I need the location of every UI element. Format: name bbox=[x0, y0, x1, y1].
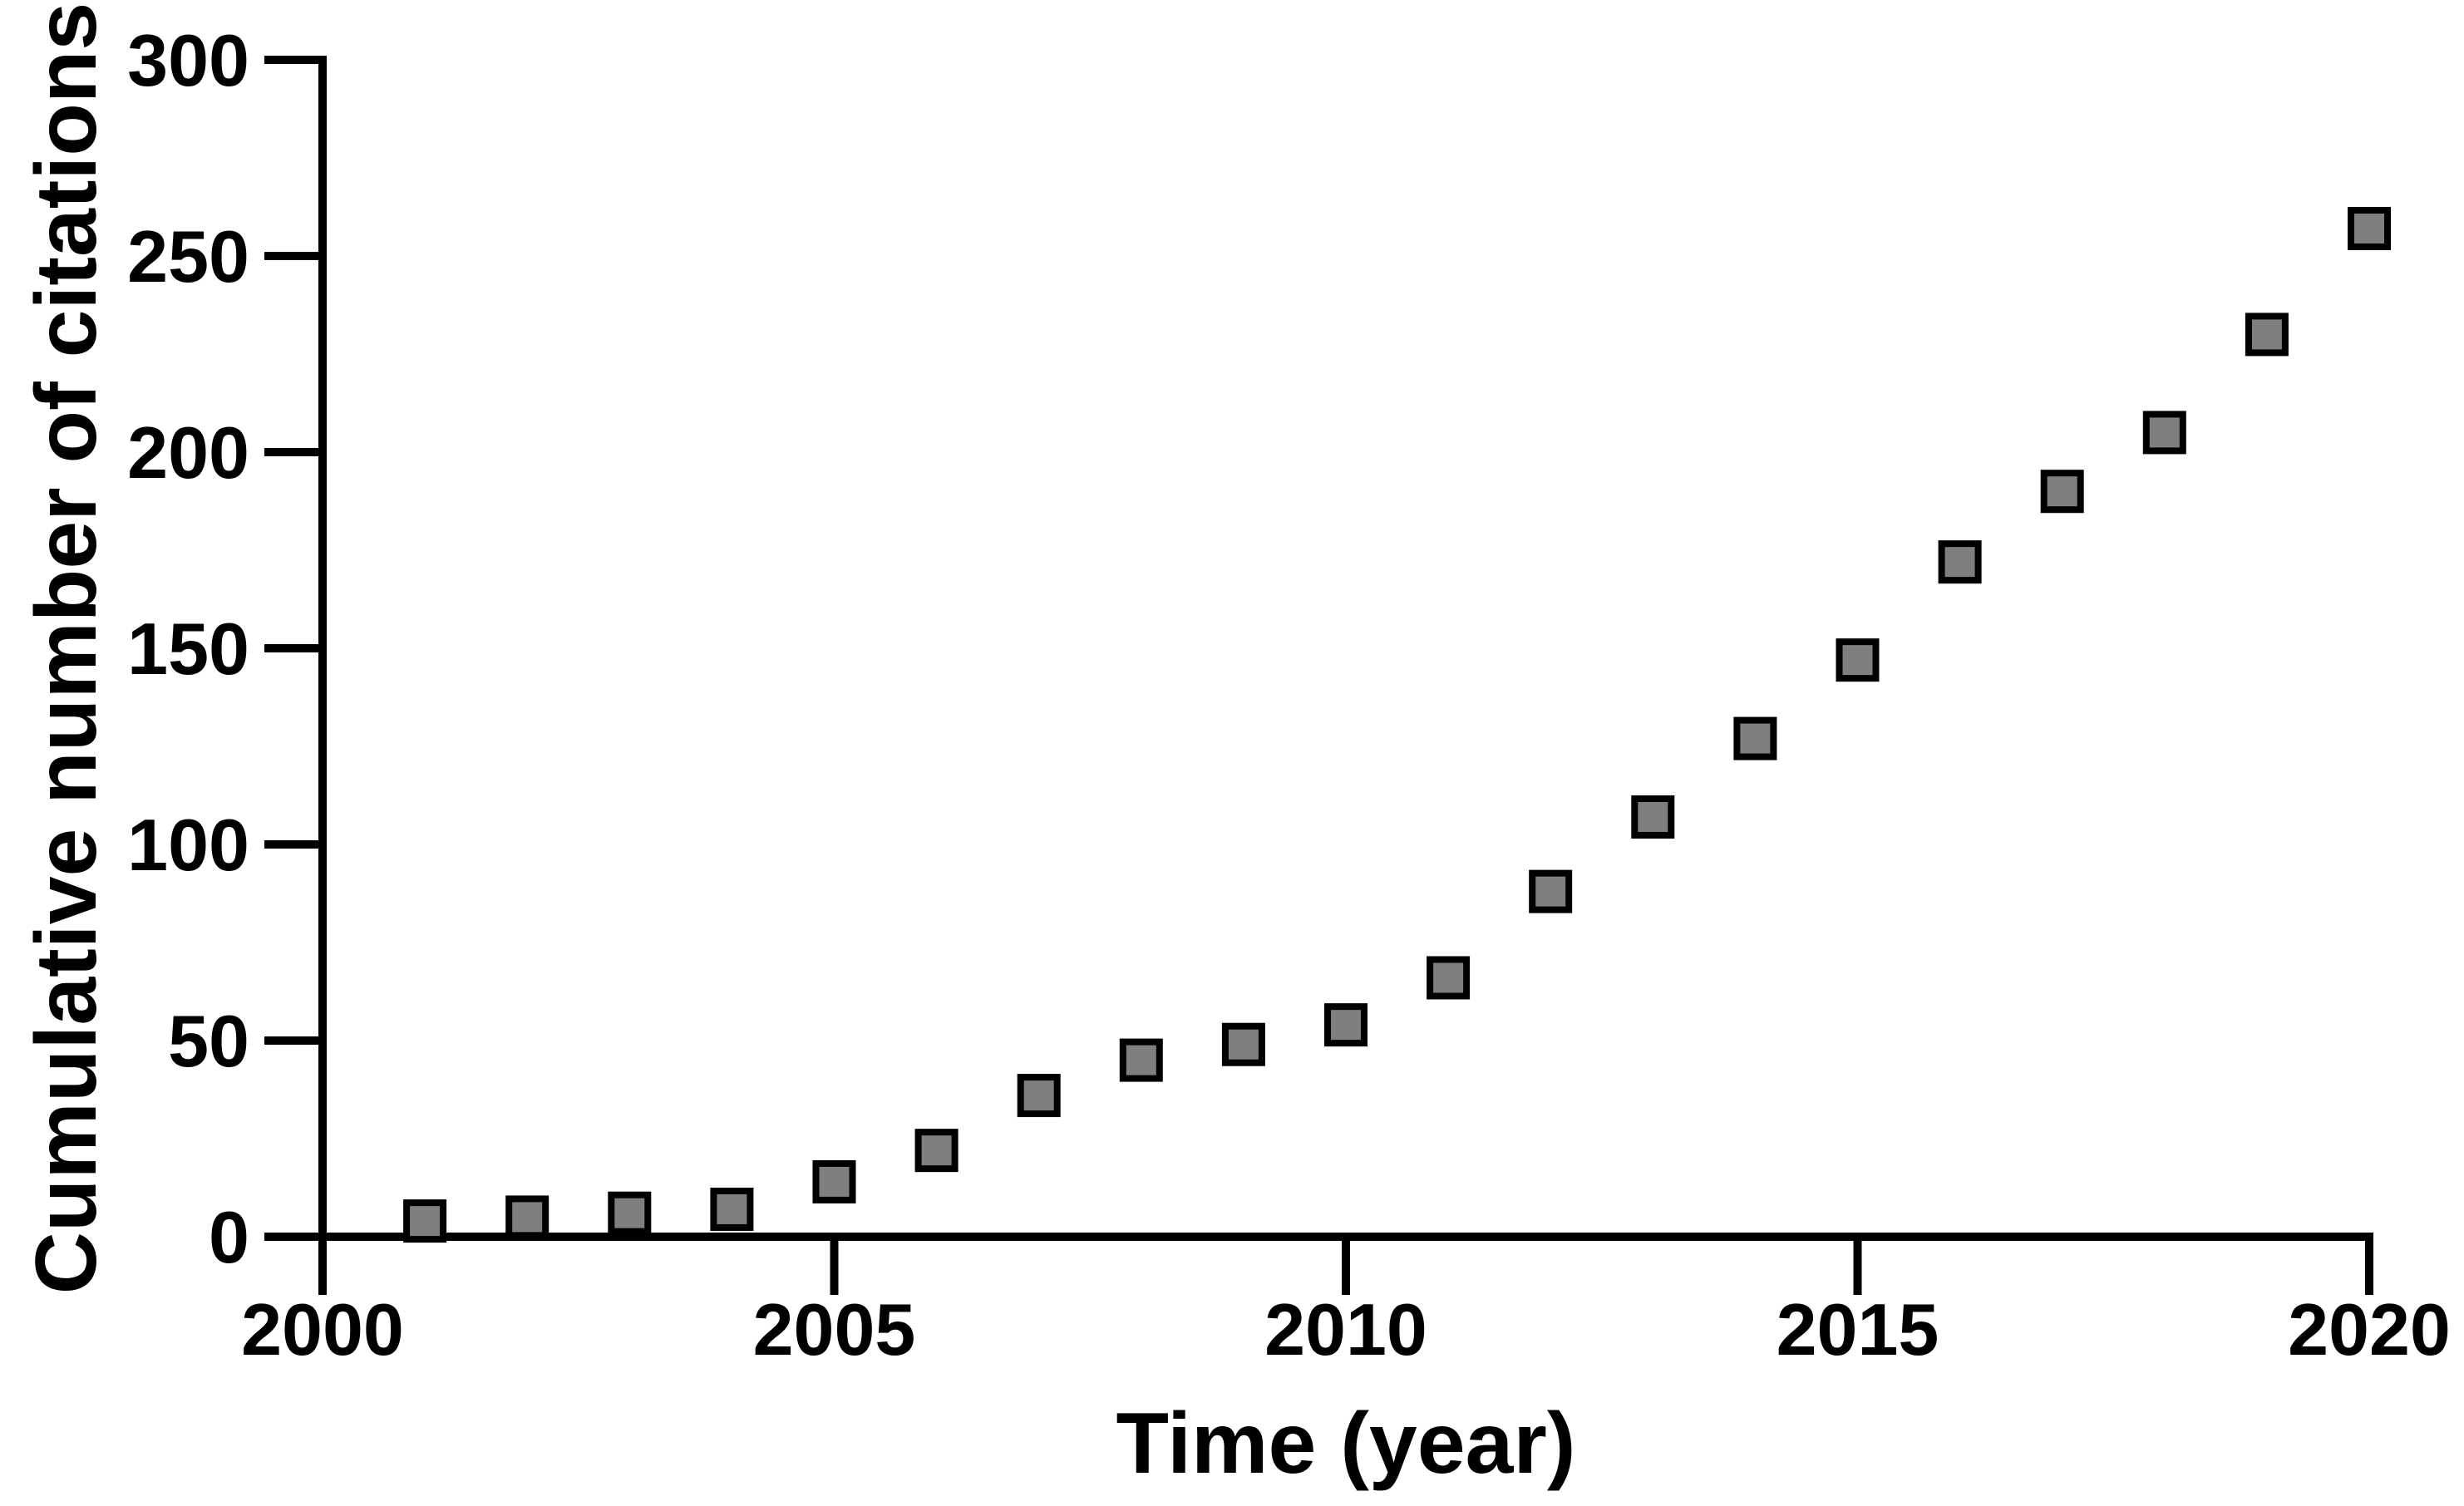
data-point-2010 bbox=[1324, 1003, 1368, 1047]
y-tick-label-150: 150 bbox=[127, 608, 249, 690]
data-point-2017 bbox=[2040, 470, 2084, 514]
y-tick-label-0: 0 bbox=[209, 1196, 249, 1278]
data-point-2003 bbox=[608, 1191, 652, 1235]
data-point-2014 bbox=[1733, 716, 1777, 760]
data-point-2009 bbox=[1221, 1022, 1265, 1066]
data-point-2007 bbox=[1017, 1074, 1061, 1118]
data-points-group bbox=[403, 206, 2391, 1243]
x-tick-label-2020: 2020 bbox=[2288, 1288, 2451, 1371]
x-tick-label-2000: 2000 bbox=[241, 1288, 404, 1371]
data-point-2016 bbox=[1938, 540, 1982, 584]
data-point-2020 bbox=[2348, 206, 2391, 250]
y-tick-label-50: 50 bbox=[168, 1000, 249, 1082]
data-point-2004 bbox=[710, 1187, 754, 1231]
data-point-2013 bbox=[1631, 795, 1675, 839]
data-point-2006 bbox=[914, 1129, 958, 1173]
data-point-2005 bbox=[812, 1159, 856, 1203]
x-axis-title: Time (year) bbox=[1116, 1395, 1575, 1492]
y-axis-title: Cumulative number of citations bbox=[18, 2, 115, 1294]
y-tick-label-250: 250 bbox=[127, 215, 249, 298]
data-point-2019 bbox=[2245, 313, 2289, 357]
data-point-2011 bbox=[1427, 956, 1471, 1000]
data-point-2001 bbox=[403, 1199, 447, 1243]
data-point-2015 bbox=[1836, 638, 1880, 682]
data-point-2012 bbox=[1529, 869, 1573, 913]
data-point-2018 bbox=[2142, 411, 2186, 455]
data-point-2002 bbox=[505, 1195, 549, 1239]
data-point-2008 bbox=[1119, 1038, 1163, 1082]
y-tick-label-200: 200 bbox=[127, 411, 249, 494]
y-tick-label-100: 100 bbox=[127, 804, 249, 886]
x-tick-label-2010: 2010 bbox=[1264, 1288, 1427, 1371]
axes-group: 0 50 100 150 200 250 300 2000 2005 2010 2015 2020 bbox=[127, 19, 2451, 1371]
x-tick-label-2015: 2015 bbox=[1777, 1288, 1939, 1371]
x-tick-label-2005: 2005 bbox=[753, 1288, 916, 1371]
y-tick-label-300: 300 bbox=[127, 19, 249, 101]
